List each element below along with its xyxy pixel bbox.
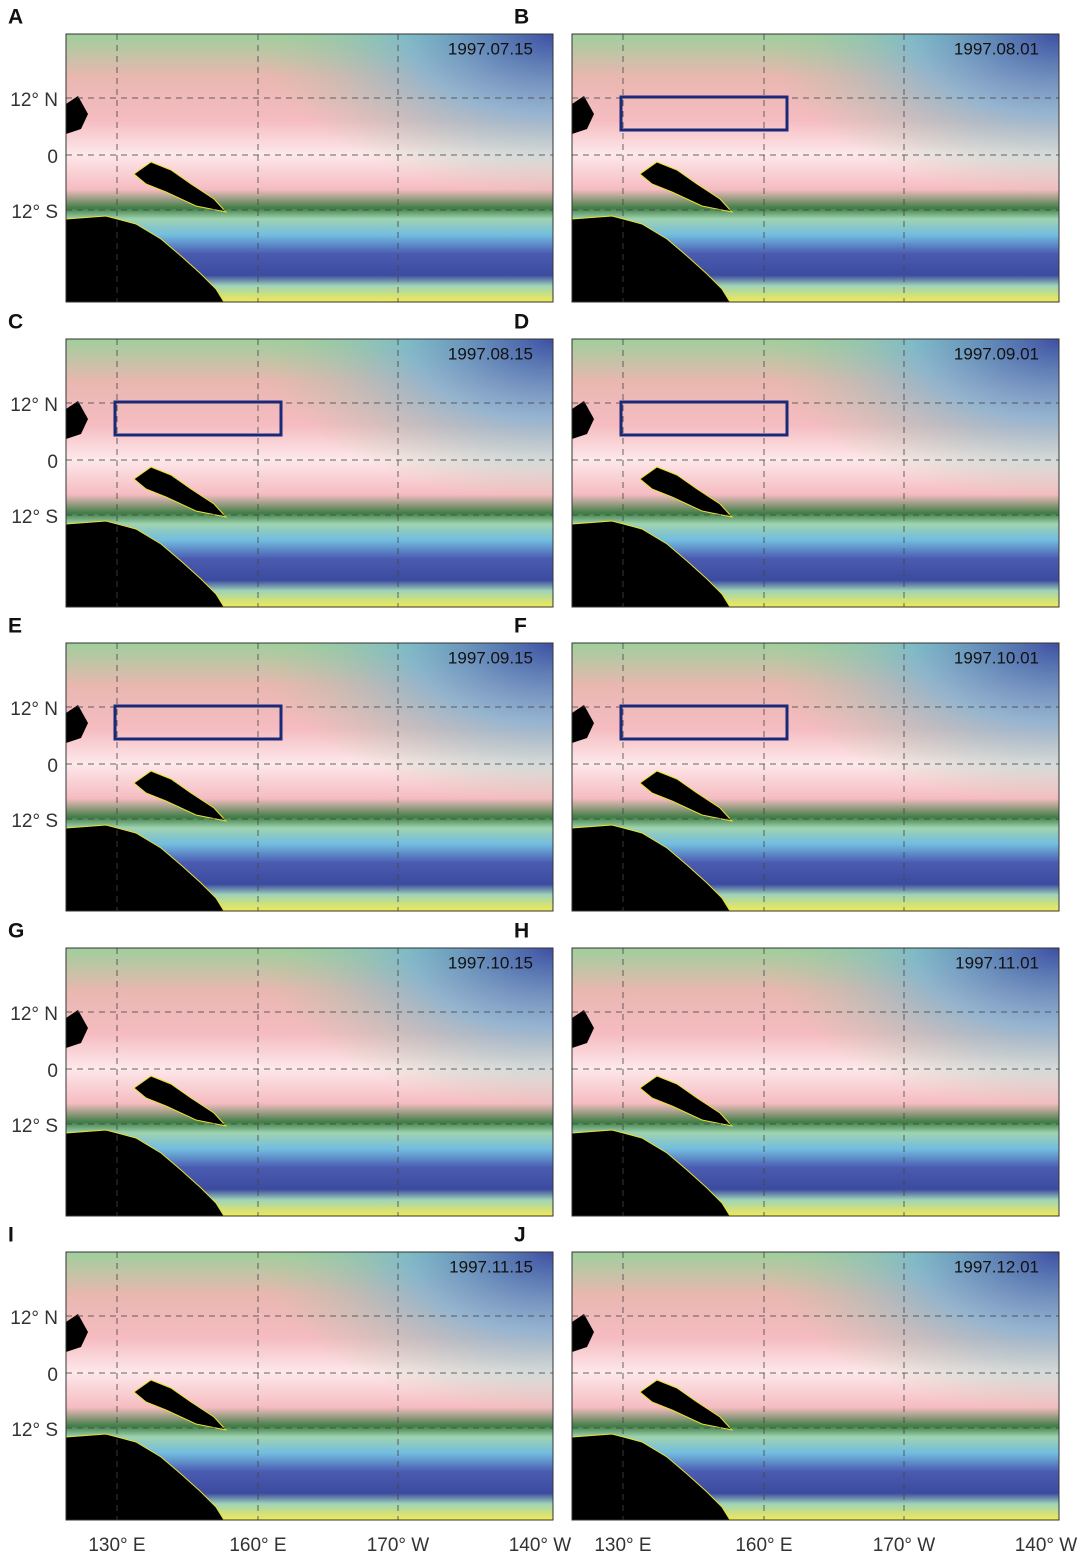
panel-frame — [571, 1251, 1060, 1521]
map-panel: 1997.10.15 — [65, 947, 554, 1217]
lat-label: 0 — [47, 756, 58, 777]
lon-label: 130° E — [88, 1535, 145, 1556]
highlight-box — [619, 95, 789, 132]
panel-date: 1997.08.15 — [448, 344, 533, 363]
panel-frame — [65, 947, 554, 1217]
panel-frame — [571, 947, 1060, 1217]
panel-date: 1997.09.01 — [954, 344, 1039, 363]
map-panel: 1997.11.15 — [65, 1251, 554, 1521]
map-panel: 1997.08.01 — [571, 33, 1060, 303]
panel-letter: J — [514, 1224, 526, 1247]
map-field — [571, 947, 1060, 1217]
panel-letter: H — [514, 920, 529, 943]
panel-letter: B — [514, 6, 529, 29]
panel-frame — [65, 1251, 554, 1521]
map-panel: 1997.11.01 — [571, 947, 1060, 1217]
lat-label: 0 — [47, 147, 58, 168]
lat-label: 12° S — [11, 1116, 58, 1137]
map-field — [65, 33, 554, 303]
lon-label: 170° W — [367, 1535, 430, 1556]
panel-date: 1997.11.01 — [955, 953, 1039, 972]
panel-letter: E — [8, 615, 22, 638]
lon-label: 130° E — [594, 1535, 651, 1556]
map-panel: 1997.10.01 — [571, 642, 1060, 912]
panel-letter: I — [8, 1224, 14, 1247]
panel-date: 1997.09.15 — [448, 648, 533, 667]
lon-label: 140° W — [1015, 1535, 1078, 1556]
map-field — [65, 642, 554, 912]
map-field — [571, 33, 1060, 303]
lat-label: 12° N — [10, 1004, 58, 1025]
lon-label: 140° W — [509, 1535, 572, 1556]
map-field — [571, 1251, 1060, 1521]
map-field — [65, 338, 554, 608]
lat-label: 12° N — [10, 699, 58, 720]
panel-letter: A — [8, 6, 23, 29]
panel-frame — [571, 642, 1060, 912]
highlight-box — [619, 400, 789, 437]
panel-frame — [65, 338, 554, 608]
panel-frame — [65, 642, 554, 912]
map-panel: 1997.09.01 — [571, 338, 1060, 608]
panel-frame — [571, 33, 1060, 303]
map-panel: 1997.12.01 — [571, 1251, 1060, 1521]
map-panel: 1997.07.15 — [65, 33, 554, 303]
map-field — [571, 338, 1060, 608]
lat-label: 12° N — [10, 395, 58, 416]
map-field — [571, 642, 1060, 912]
lat-label: 0 — [47, 452, 58, 473]
panel-date: 1997.12.01 — [954, 1257, 1039, 1276]
lon-label: 170° W — [873, 1535, 936, 1556]
panel-letter: G — [8, 920, 24, 943]
map-field — [65, 1251, 554, 1521]
panel-frame — [571, 338, 1060, 608]
lat-label: 12° S — [11, 202, 58, 223]
lon-label: 160° E — [735, 1535, 792, 1556]
panel-letter: F — [514, 615, 527, 638]
panel-letter: C — [8, 311, 23, 334]
panels: 1997.07.15 A 12° N 0 12° S 1997.08.01 B 1997.08… — [8, 6, 1077, 1556]
highlight-box — [113, 400, 283, 437]
map-field — [65, 947, 554, 1217]
panel-date: 1997.08.01 — [954, 39, 1039, 58]
lat-label: 0 — [47, 1365, 58, 1386]
map-panel: 1997.09.15 — [65, 642, 554, 912]
lat-label: 0 — [47, 1061, 58, 1082]
panel-date: 1997.07.15 — [448, 39, 533, 58]
lat-label: 12° S — [11, 811, 58, 832]
panel-frame — [65, 33, 554, 303]
highlight-box — [619, 704, 789, 741]
highlight-box — [113, 704, 283, 741]
panel-date: 1997.10.01 — [954, 648, 1039, 667]
lat-label: 12° N — [10, 90, 58, 111]
lon-label: 160° E — [229, 1535, 286, 1556]
map-panel: 1997.08.15 — [65, 338, 554, 608]
lat-label: 12° S — [11, 507, 58, 528]
lat-label: 12° S — [11, 1420, 58, 1441]
panel-letter: D — [514, 311, 529, 334]
panel-date: 1997.10.15 — [448, 953, 533, 972]
panel-date: 1997.11.15 — [449, 1257, 533, 1276]
lat-label: 12° N — [10, 1308, 58, 1329]
